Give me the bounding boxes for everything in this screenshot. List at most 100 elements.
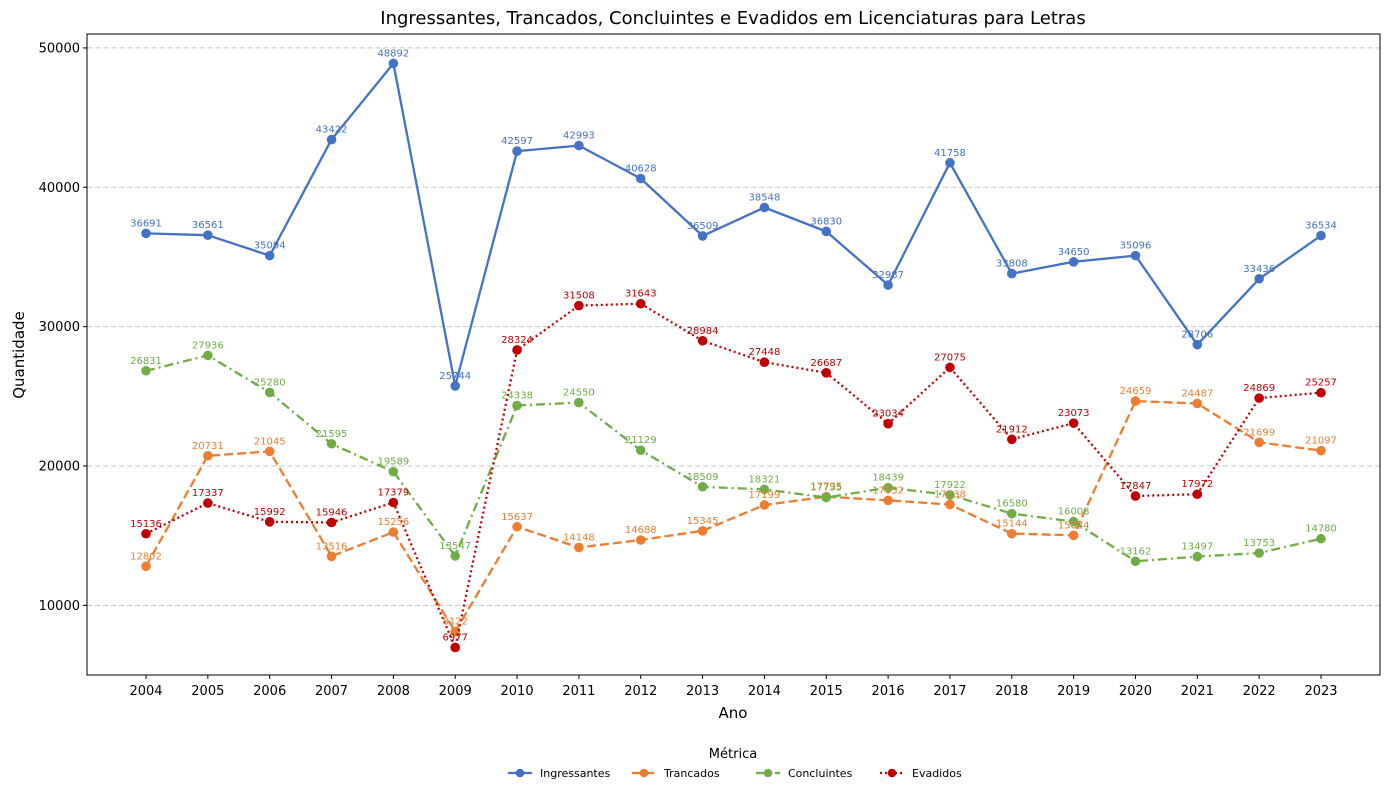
x-tick-label: 2010 xyxy=(501,684,534,699)
data-point-evadidos xyxy=(203,498,213,508)
data-label-evadidos: 15992 xyxy=(254,507,286,518)
data-label-ingressantes: 38548 xyxy=(749,193,781,204)
data-point-evadidos xyxy=(635,298,646,309)
plot-area-frame xyxy=(86,33,1381,676)
data-point-ingressantes xyxy=(141,228,151,239)
data-point-trancados xyxy=(1130,396,1141,406)
data-label-evadidos: 21912 xyxy=(996,424,1028,435)
data-point-evadidos xyxy=(1006,434,1017,445)
data-label-evadidos: 24869 xyxy=(1243,383,1275,394)
data-label-trancados: 15144 xyxy=(996,519,1028,530)
data-point-evadidos xyxy=(697,335,708,346)
x-tick-label: 2006 xyxy=(253,684,286,699)
data-label-evadidos: 31508 xyxy=(563,291,595,302)
data-point-concluintes xyxy=(574,397,584,408)
x-tick-label: 2011 xyxy=(562,684,595,699)
data-label-concluintes: 16008 xyxy=(1058,507,1090,518)
data-label-concluintes: 13547 xyxy=(439,541,471,552)
y-tick-label: 40000 xyxy=(39,181,80,196)
data-point-concluintes xyxy=(203,350,213,361)
data-label-concluintes: 14780 xyxy=(1305,524,1337,535)
data-label-ingressantes: 43422 xyxy=(316,125,348,136)
data-point-trancados xyxy=(1192,398,1203,409)
data-point-concluintes xyxy=(697,481,708,492)
data-point-concluintes xyxy=(141,365,151,376)
data-point-ingressantes xyxy=(759,202,770,213)
data-label-ingressantes: 40628 xyxy=(625,164,657,175)
data-label-concluintes: 24550 xyxy=(563,388,595,399)
data-point-ingressantes xyxy=(635,173,646,184)
data-label-evadidos: 28324 xyxy=(501,335,533,346)
data-label-evadidos: 31643 xyxy=(625,289,657,300)
data-point-ingressantes xyxy=(821,226,832,237)
data-label-concluintes: 25280 xyxy=(254,377,286,388)
data-label-concluintes: 19589 xyxy=(377,457,409,468)
y-tick-label: 30000 xyxy=(39,320,80,335)
data-label-concluintes: 18439 xyxy=(872,473,904,484)
data-label-evadidos: 17337 xyxy=(192,488,224,499)
data-label-ingressantes: 42993 xyxy=(563,131,595,142)
legend-marker-concluintes xyxy=(763,768,773,778)
data-point-trancados xyxy=(326,551,337,562)
x-tick-label: 2018 xyxy=(995,684,1028,699)
data-label-trancados: 17238 xyxy=(934,489,966,500)
data-label-evadidos: 27448 xyxy=(749,347,781,358)
data-point-concluintes xyxy=(1130,556,1141,567)
data-point-trancados xyxy=(141,561,151,572)
data-label-ingressantes: 32987 xyxy=(872,270,904,281)
legend: Métrica Ingressantes Trancados Concluintes… xyxy=(508,747,962,780)
data-point-trancados xyxy=(1068,530,1079,541)
data-point-concluintes xyxy=(759,484,770,495)
data-point-evadidos xyxy=(512,345,522,355)
data-point-evadidos xyxy=(945,362,955,373)
data-point-trancados xyxy=(512,521,522,532)
data-label-trancados: 8122 xyxy=(442,616,467,627)
data-label-trancados: 17532 xyxy=(872,485,904,496)
data-point-trancados xyxy=(759,500,770,510)
data-point-evadidos xyxy=(883,418,893,429)
data-point-concluintes xyxy=(1068,516,1079,527)
data-label-evadidos: 6977 xyxy=(442,632,467,643)
x-tick-label: 2008 xyxy=(377,684,410,699)
data-point-evadidos xyxy=(1130,491,1141,501)
data-point-evadidos xyxy=(1068,418,1079,428)
y-tick-label: 50000 xyxy=(39,41,80,56)
data-point-evadidos xyxy=(1254,393,1264,403)
data-label-trancados: 15024 xyxy=(1058,520,1090,531)
data-label-evadidos: 17972 xyxy=(1181,479,1213,490)
x-tick-label: 2009 xyxy=(439,684,472,699)
x-tick-label: 2012 xyxy=(624,684,657,699)
data-point-concluintes xyxy=(1316,533,1326,544)
legend-marker-ingressantes xyxy=(515,768,525,778)
data-point-trancados xyxy=(264,446,275,457)
data-label-trancados: 12802 xyxy=(130,551,162,562)
y-axis-label: Quantidade xyxy=(10,311,28,399)
data-point-concluintes xyxy=(635,445,646,456)
data-label-trancados: 13516 xyxy=(316,541,348,552)
x-tick-label: 2007 xyxy=(315,684,348,699)
data-label-concluintes: 13497 xyxy=(1181,542,1213,553)
data-point-evadidos xyxy=(759,357,770,367)
legend-marker-evadidos xyxy=(887,768,897,778)
data-point-concluintes xyxy=(1006,508,1017,519)
data-point-evadidos xyxy=(264,517,275,527)
x-tick-label: 2005 xyxy=(191,684,224,699)
data-label-trancados: 14688 xyxy=(625,525,657,536)
data-label-trancados: 24659 xyxy=(1120,386,1152,397)
data-point-trancados xyxy=(883,495,893,506)
data-label-concluintes: 13753 xyxy=(1243,538,1275,549)
data-label-evadidos: 25257 xyxy=(1305,378,1337,389)
data-label-ingressantes: 36509 xyxy=(687,221,719,232)
data-label-ingressantes: 41758 xyxy=(934,148,966,159)
x-tick-label: 2013 xyxy=(686,684,719,699)
data-point-concluintes xyxy=(264,387,275,398)
data-label-ingressantes: 36534 xyxy=(1305,221,1337,232)
data-point-trancados xyxy=(635,535,646,545)
data-point-trancados xyxy=(1254,437,1264,448)
data-label-ingressantes: 42597 xyxy=(501,136,533,147)
data-label-ingressantes: 28706 xyxy=(1181,330,1213,341)
data-label-concluintes: 17922 xyxy=(934,480,966,491)
x-tick-label: 2022 xyxy=(1243,684,1276,699)
data-label-evadidos: 15136 xyxy=(130,519,162,530)
